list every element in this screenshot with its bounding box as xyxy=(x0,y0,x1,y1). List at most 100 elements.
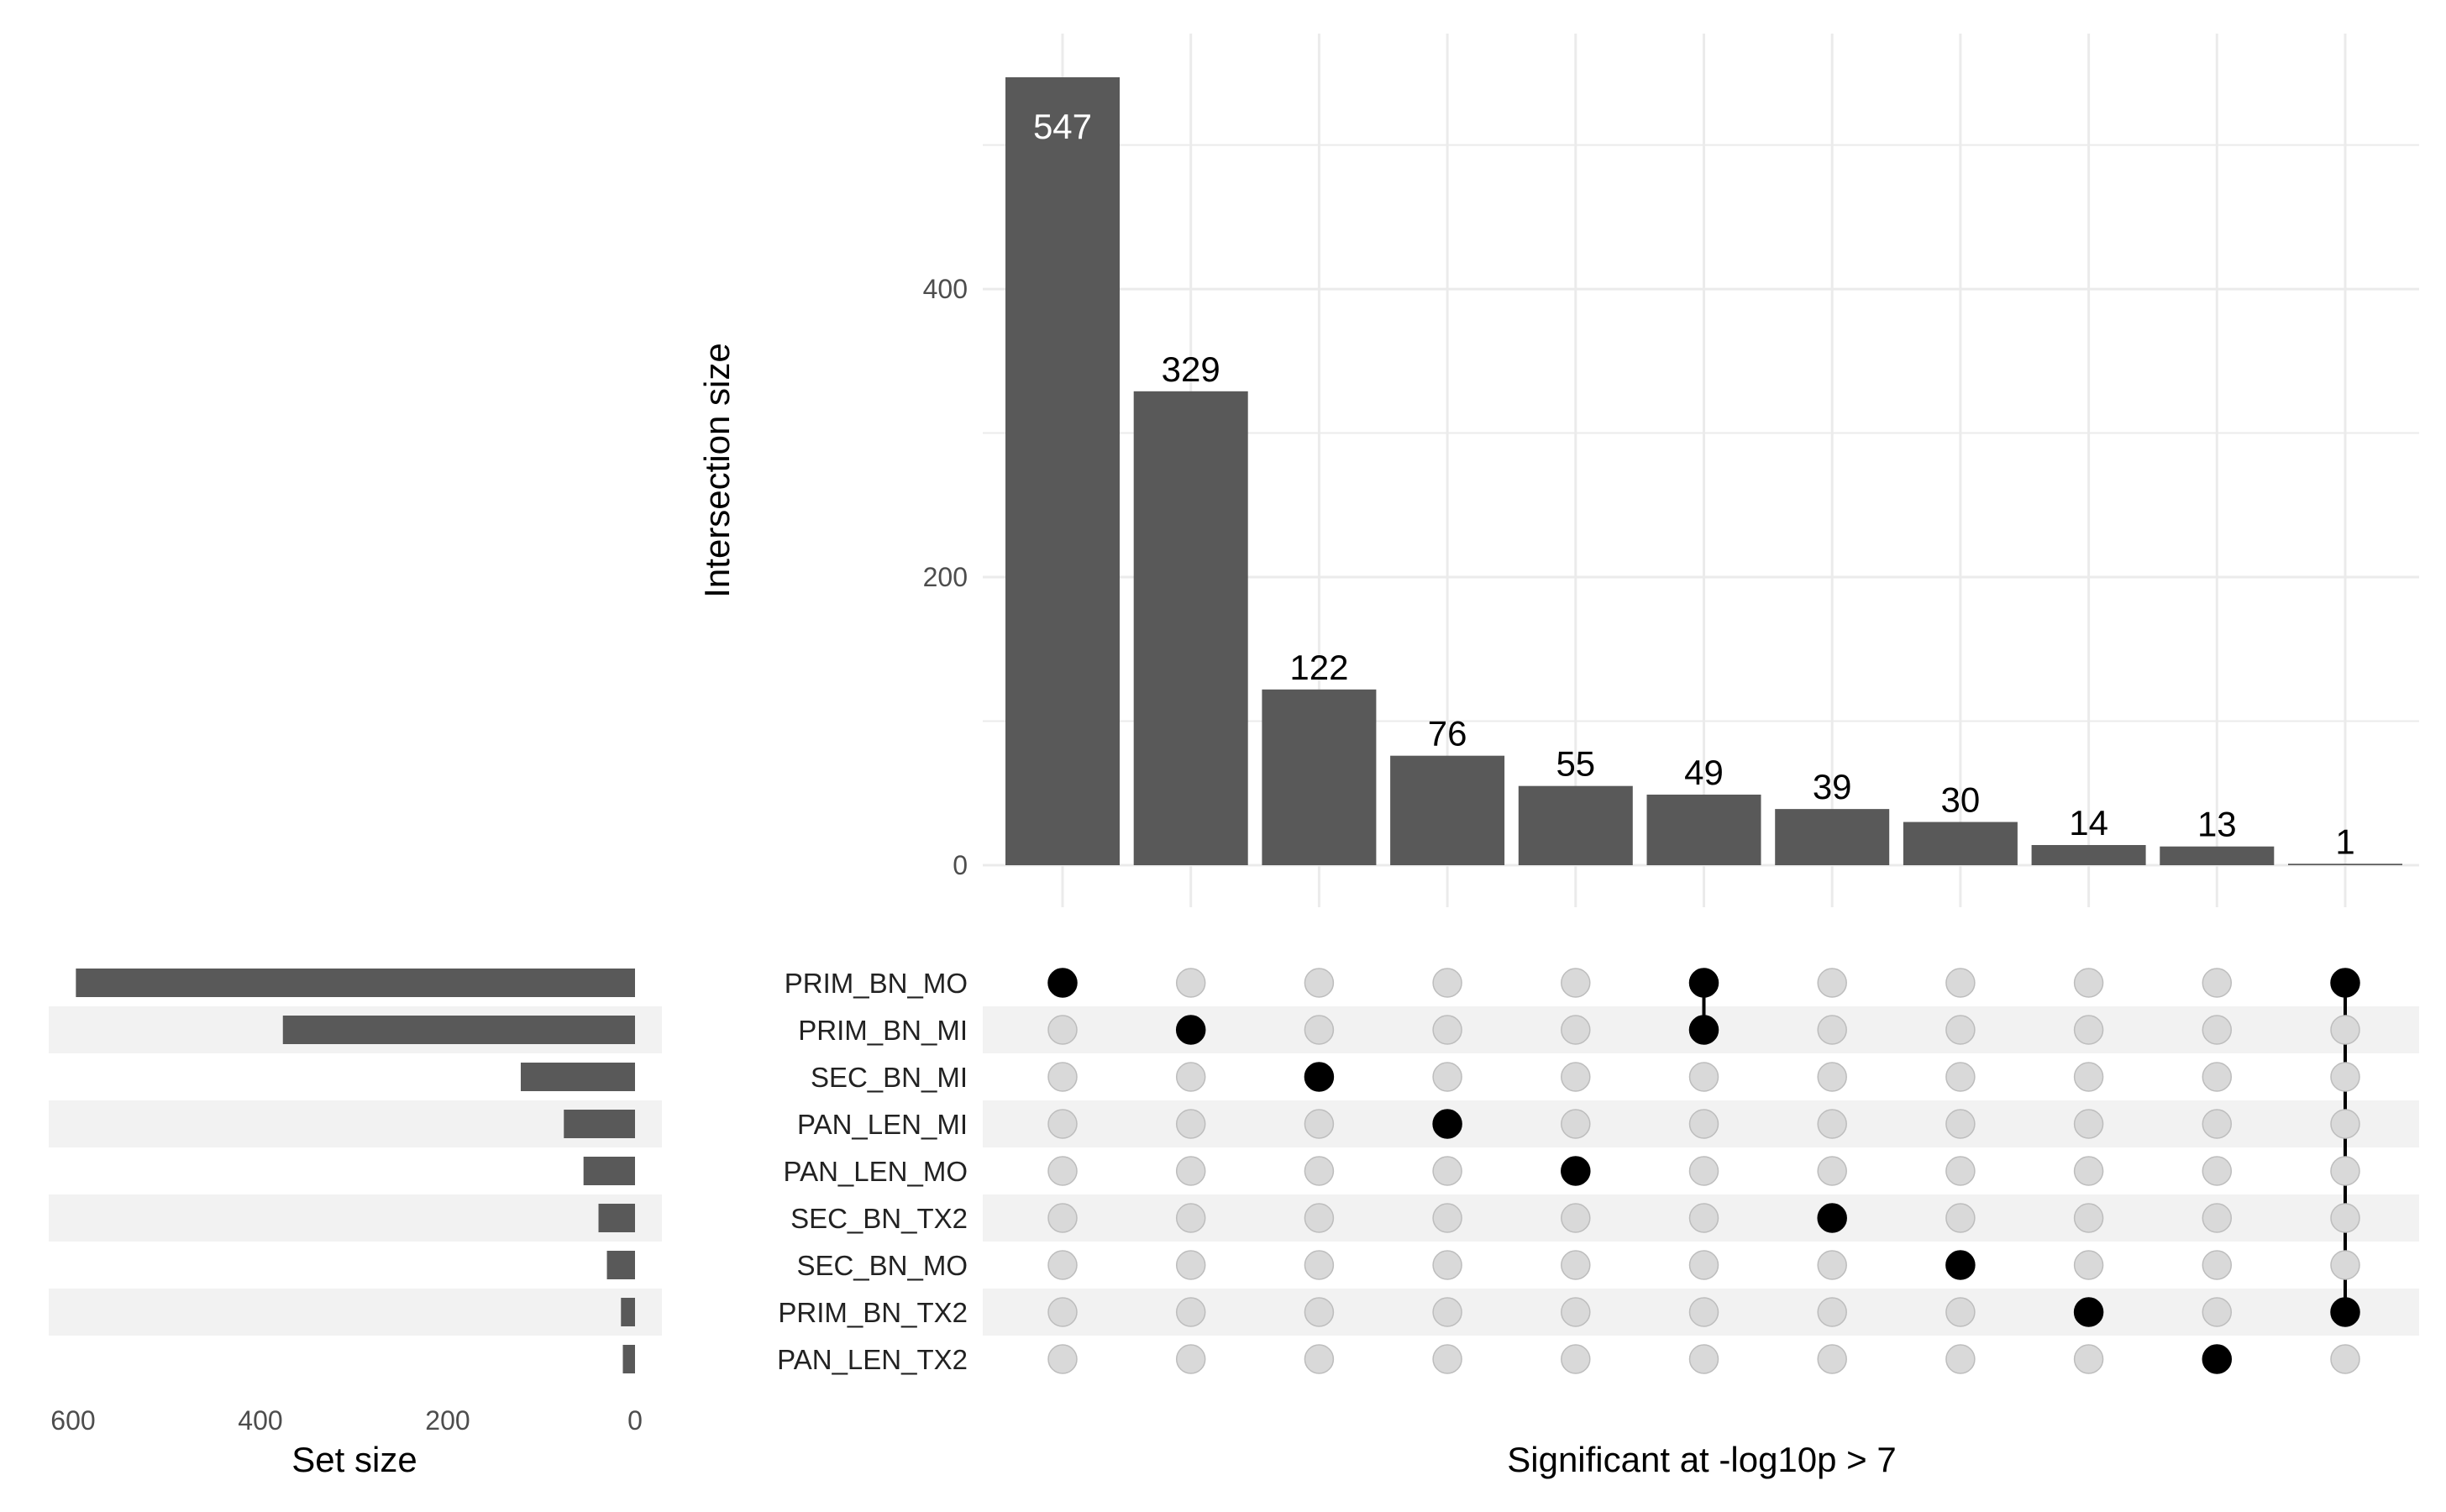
matrix-dot-inactive xyxy=(1688,1344,1719,1374)
intersection-y-ticks: 0 200 400 xyxy=(923,274,968,880)
matrix-dot-inactive xyxy=(1561,968,1591,998)
set-label: PRIM_BN_MO xyxy=(785,968,968,999)
matrix-dot-inactive xyxy=(1175,1250,1206,1280)
matrix-dot-inactive xyxy=(2202,1015,2233,1045)
matrix-dot-inactive xyxy=(1047,1156,1078,1186)
matrix-dot-active xyxy=(1817,1203,1847,1233)
set-label: PAN_LEN_MI xyxy=(797,1109,968,1140)
matrix-dot-inactive xyxy=(1817,1062,1847,1092)
intersection-bar-label: 329 xyxy=(1162,349,1220,389)
intersection-bar xyxy=(1005,77,1120,865)
matrix-dot-inactive xyxy=(2202,1156,2233,1186)
matrix-dot-active xyxy=(1945,1250,1976,1280)
intersection-bar xyxy=(1518,785,1633,865)
set-size-x-ticks: 600 400 200 0 xyxy=(50,1405,643,1436)
matrix-dot-inactive xyxy=(1432,968,1462,998)
matrix-dot-inactive xyxy=(2330,1015,2360,1045)
set-size-bar xyxy=(282,1016,635,1044)
matrix-dot-active xyxy=(1561,1156,1591,1186)
set-size-row-stripe xyxy=(49,1289,662,1336)
matrix-dot-inactive xyxy=(2073,1015,2104,1045)
matrix-dot-inactive xyxy=(1047,1297,1078,1327)
intersection-bar-labels: 547 329 122 76 55 49 39 30 14 13 1 xyxy=(1033,107,2355,861)
matrix-dot-inactive xyxy=(1432,1203,1462,1233)
matrix-dot-inactive xyxy=(1561,1203,1591,1233)
matrix-dot-inactive xyxy=(2202,1203,2233,1233)
matrix-dot-inactive xyxy=(2073,1062,2104,1092)
set-size-bar xyxy=(76,969,636,997)
matrix-dot-inactive xyxy=(1945,1203,1976,1233)
matrix-dot-active xyxy=(2202,1344,2233,1374)
matrix-dot-inactive xyxy=(1047,1203,1078,1233)
intersection-bar-label: 122 xyxy=(1289,648,1348,687)
set-size-bar xyxy=(520,1063,635,1091)
matrix-dot-inactive xyxy=(1817,1156,1847,1186)
intersection-bars xyxy=(1005,77,2402,866)
matrix-dot-inactive xyxy=(1817,968,1847,998)
matrix-dot-inactive xyxy=(1304,1344,1335,1374)
y-tick-label: 200 xyxy=(923,562,968,592)
matrix-dot-inactive xyxy=(2073,1344,2104,1374)
matrix-dot-inactive xyxy=(2202,968,2233,998)
matrix-dot-inactive xyxy=(2202,1250,2233,1280)
matrix-dot-inactive xyxy=(1817,1250,1847,1280)
matrix-dot-inactive xyxy=(1945,1344,1976,1374)
matrix-dot-inactive xyxy=(1817,1297,1847,1327)
intersection-bar xyxy=(1133,391,1248,866)
intersection-bar xyxy=(1390,755,1505,865)
matrix-dot-active xyxy=(1688,1015,1719,1045)
matrix-dot-inactive xyxy=(1047,1062,1078,1092)
intersection-bar xyxy=(2031,844,2146,865)
matrix-dot-active xyxy=(1175,1015,1206,1045)
matrix-dot-inactive xyxy=(1304,1015,1335,1045)
set-label: SEC_BN_MO xyxy=(796,1250,968,1281)
matrix-dot-inactive xyxy=(2073,1203,2104,1233)
set-size-axis-title: Set size xyxy=(291,1440,417,1479)
matrix-dot-inactive xyxy=(1175,1297,1206,1327)
matrix-dot-active xyxy=(2330,968,2360,998)
matrix-dot-inactive xyxy=(1817,1344,1847,1374)
set-size-tick-label: 400 xyxy=(238,1405,282,1436)
matrix-dot-inactive xyxy=(2202,1062,2233,1092)
matrix-dot-inactive xyxy=(1561,1297,1591,1327)
set-size-tick-label: 0 xyxy=(627,1405,643,1436)
intersection-bar-label: 13 xyxy=(2197,805,2237,844)
intersection-bar xyxy=(1646,794,1761,865)
matrix-dot-inactive xyxy=(1688,1109,1719,1139)
matrix-dot-inactive xyxy=(2330,1203,2360,1233)
matrix-dot-inactive xyxy=(2330,1250,2360,1280)
set-label: PRIM_BN_MI xyxy=(798,1015,968,1046)
matrix-dot-inactive xyxy=(1304,1156,1335,1186)
intersection-bar xyxy=(1903,822,2018,865)
matrix-dot-inactive xyxy=(1432,1297,1462,1327)
matrix-dot-inactive xyxy=(1175,1109,1206,1139)
matrix-dot-inactive xyxy=(1945,1109,1976,1139)
matrix-dot-inactive xyxy=(1432,1250,1462,1280)
matrix-dot-inactive xyxy=(1304,1109,1335,1139)
set-size-tick-label: 200 xyxy=(425,1405,470,1436)
intersection-bar xyxy=(1262,689,1377,865)
matrix-dot-inactive xyxy=(1945,968,1976,998)
matrix-dot-inactive xyxy=(2330,1062,2360,1092)
matrix-dot-inactive xyxy=(1688,1203,1719,1233)
intersection-bar xyxy=(2160,846,2275,865)
intersection-bar-label: 55 xyxy=(1556,744,1595,784)
set-size-bar xyxy=(621,1298,635,1326)
matrix-dot-inactive xyxy=(1561,1250,1591,1280)
y-tick-label: 0 xyxy=(953,850,968,880)
matrix-dot-inactive xyxy=(1561,1109,1591,1139)
matrix-dot-inactive xyxy=(1175,968,1206,998)
set-size-row-stripe xyxy=(49,1194,662,1242)
set-label: PRIM_BN_TX2 xyxy=(778,1297,968,1328)
set-label: SEC_BN_MI xyxy=(811,1062,968,1093)
matrix-dot-inactive xyxy=(1304,968,1335,998)
matrix-row-stripes xyxy=(49,1006,2419,1336)
matrix-dot-inactive xyxy=(1945,1062,1976,1092)
matrix-dot-inactive xyxy=(1688,1062,1719,1092)
matrix-dot-active xyxy=(1047,968,1078,998)
matrix-dot-inactive xyxy=(2202,1109,2233,1139)
matrix-dot-inactive xyxy=(1945,1156,1976,1186)
intersection-bar-label: 49 xyxy=(1684,753,1724,792)
intersection-bar-label: 14 xyxy=(2069,803,2108,843)
